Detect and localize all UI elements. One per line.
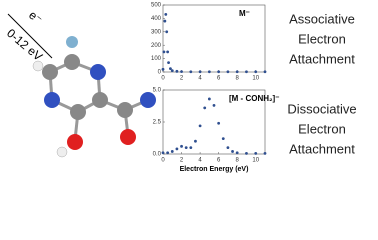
data-point	[245, 70, 248, 74]
plot-frame	[162, 4, 266, 73]
data-point	[198, 70, 202, 74]
x-tick-label: 4	[198, 158, 202, 164]
data-point	[254, 70, 258, 74]
caption-line: Attachment	[289, 51, 355, 66]
page: e⁻ 0-12 eV Associative Electron Attachme…	[4, 2, 357, 173]
data-point	[184, 146, 188, 150]
y-tick-label: 2.5	[153, 120, 162, 126]
data-point	[263, 70, 267, 74]
data-point	[161, 67, 165, 71]
data-point	[161, 151, 165, 155]
x-tick-label: 0	[161, 158, 165, 164]
figure: e⁻ 0-12 eV Associative Electron Attachme…	[4, 3, 357, 173]
x-tick-label: 10	[252, 158, 259, 164]
data-point	[166, 50, 170, 54]
data-point	[245, 151, 248, 155]
data-point	[212, 103, 216, 107]
data-point	[226, 146, 230, 150]
data-point	[235, 151, 239, 155]
y-tick-label: 0.0	[153, 152, 162, 158]
data-point	[175, 69, 179, 73]
data-point	[189, 70, 193, 74]
beam-line	[7, 13, 53, 59]
x-axis-label: Electron Energy (eV)	[180, 166, 249, 173]
x-tick-label: 2	[180, 76, 184, 82]
data-point	[217, 70, 221, 74]
annotation: [M - CONH₂]⁻	[229, 94, 279, 103]
data-point	[162, 50, 166, 54]
caption-line: Attachment	[289, 141, 355, 156]
y-tick-label: 300	[151, 29, 162, 35]
data-point	[170, 150, 174, 153]
caption-line: Electron	[298, 121, 346, 136]
y-tick-label: 100	[151, 56, 162, 62]
data-point	[221, 137, 225, 141]
data-point	[180, 144, 183, 148]
x-tick-label: 2	[180, 158, 184, 164]
molecule	[7, 13, 156, 158]
data-point	[194, 139, 197, 143]
y-tick-label: 400	[151, 16, 162, 22]
annotation: M⁻	[239, 9, 250, 18]
data-point	[163, 19, 167, 23]
caption-line: Associative	[289, 11, 355, 26]
x-tick-label: 6	[217, 76, 221, 82]
data-point	[175, 147, 179, 151]
beam-particle: e⁻	[26, 8, 45, 27]
x-tick-label: 8	[236, 76, 240, 82]
data-point	[217, 121, 221, 125]
x-tick-label: 8	[236, 158, 240, 164]
data-point	[203, 106, 207, 110]
x-tick-label: 6	[217, 158, 221, 164]
data-point	[169, 67, 172, 71]
data-point	[254, 151, 258, 155]
data-point	[263, 151, 267, 155]
data-point	[198, 124, 202, 128]
data-point	[164, 12, 168, 16]
data-point	[170, 69, 174, 73]
y-tick-label: 0	[158, 70, 162, 76]
data-point	[235, 70, 239, 74]
data-point	[180, 70, 183, 73]
x-tick-label: 4	[198, 76, 202, 82]
data-point	[207, 70, 211, 74]
caption-line: Electron	[298, 31, 346, 46]
data-point	[167, 61, 170, 65]
data-point	[189, 146, 193, 150]
y-tick-label: 500	[151, 3, 162, 9]
data-point	[166, 151, 170, 155]
y-tick-label: 200	[151, 43, 162, 49]
caption-line: Dissociative	[287, 101, 356, 116]
data-point	[165, 30, 169, 34]
x-tick-label: 10	[252, 76, 259, 82]
data-point	[207, 97, 211, 101]
data-point	[231, 150, 234, 153]
data-point	[226, 70, 230, 74]
x-tick-label: 0	[161, 76, 165, 82]
y-tick-label: 5.0	[153, 88, 162, 94]
